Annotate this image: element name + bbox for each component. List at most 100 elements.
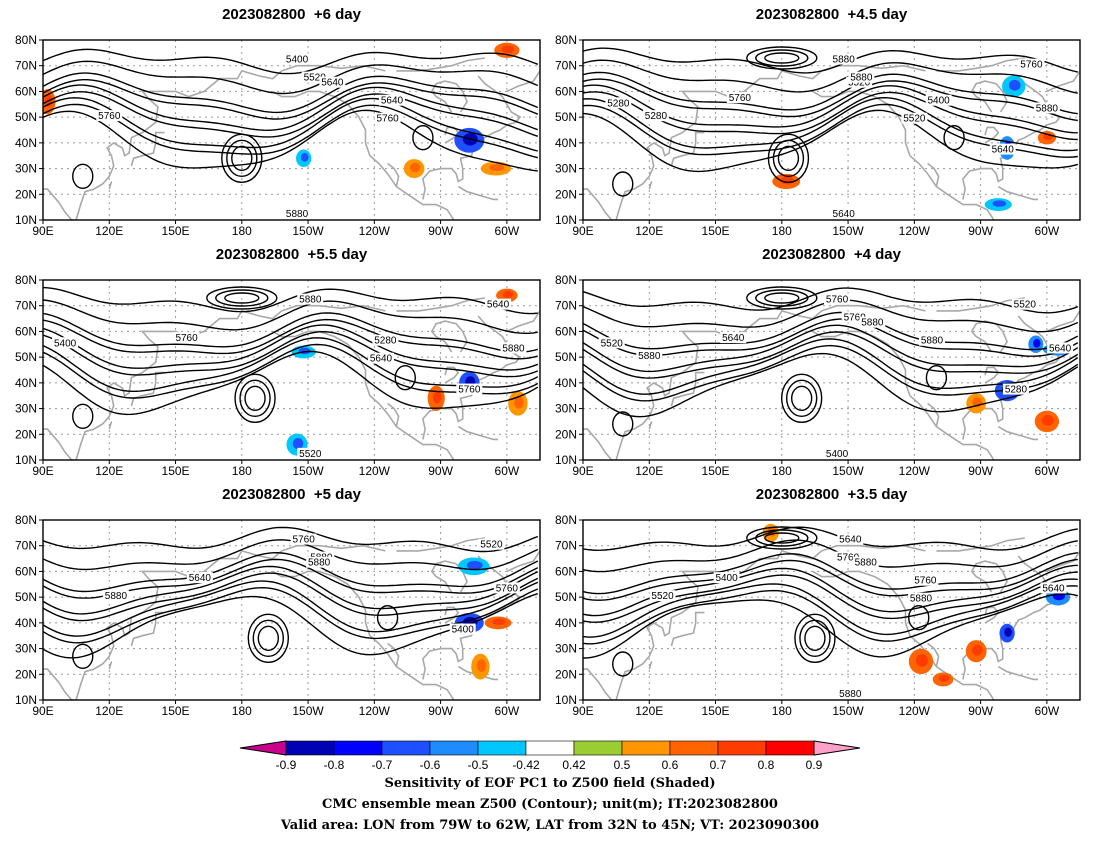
z500-contour: [764, 52, 800, 64]
lon-tick-label: 120W: [899, 464, 931, 478]
coastline: [583, 70, 783, 220]
contour-label-bg: [284, 207, 311, 219]
contour-label: 5640: [321, 78, 344, 89]
colorbar-tick-label: 0.5: [614, 758, 631, 772]
z500-contour: [43, 103, 538, 159]
coastline: [812, 90, 995, 220]
contour-label: 5760: [826, 295, 849, 306]
lat-tick-label: 70N: [15, 299, 37, 313]
contour-label-bg: [290, 533, 317, 545]
z500-contour: [72, 163, 94, 189]
sensitivity-shading: [466, 560, 483, 570]
lat-tick-label: 10N: [555, 213, 577, 227]
contour-label: 5520: [1014, 300, 1037, 311]
z500-contour: [43, 572, 539, 622]
lon-tick-label: 150E: [702, 464, 730, 478]
coastline: [984, 366, 1000, 384]
z500-contour: [583, 96, 1078, 152]
lon-tick-label: 180: [772, 224, 792, 238]
z500-contour: [908, 605, 930, 631]
contour-label: 5640: [1049, 343, 1072, 354]
lat-tick-label: 70N: [15, 539, 37, 553]
lat-tick-label: 80N: [15, 513, 37, 527]
panel-title: 2023082800 +4 day: [762, 246, 901, 263]
lon-tick-label: 120W: [899, 224, 931, 238]
lat-tick-label: 20N: [15, 667, 37, 681]
contour-label: 5400: [715, 573, 738, 584]
contour-label: 5880: [638, 351, 661, 362]
lat-tick-label: 30N: [15, 162, 37, 176]
contour-label: 5640: [189, 573, 212, 584]
map-panel: 2023082800 +4 day 5400 5520 5280 5520 5640 56…: [540, 240, 1100, 480]
coastline: [970, 560, 1009, 593]
contour-label: 5880: [839, 689, 862, 700]
lon-tick-label: 90E: [572, 464, 593, 478]
contour-label: 5280: [374, 336, 397, 347]
contour-label: 5400: [54, 338, 77, 349]
contour-label-bg: [726, 92, 753, 104]
contour-label-bg: [500, 342, 527, 354]
lat-tick-label: 40N: [555, 376, 577, 390]
lat-tick-label: 60N: [555, 324, 577, 338]
contour-label: 5280: [607, 98, 630, 109]
caption-line-3: Valid area: LON from 79W to 62W, LAT fro…: [280, 818, 820, 833]
contour-label: 5880: [1036, 103, 1059, 114]
sensitivity-shading: [432, 390, 442, 404]
z500-contour: [583, 318, 1079, 357]
z500-contour: [799, 619, 831, 657]
contour-label: 5400: [826, 449, 849, 460]
coastline: [1046, 550, 1080, 573]
coastline: [272, 90, 455, 220]
lon-tick-label: 150E: [162, 464, 190, 478]
coastline: [506, 70, 540, 93]
colorbar-tick-label: 0.42: [562, 758, 586, 772]
contour-label-bg: [1033, 102, 1060, 114]
map-panel: 2023082800 +6 day 5400 5520 5640 5760 5640 57…: [0, 0, 545, 240]
contour-label-bg: [636, 350, 663, 362]
contour-label-bg: [824, 447, 851, 459]
z500-contour: [746, 46, 818, 70]
colorbar-tick-label: 0.6: [662, 758, 679, 772]
lon-tick-label: 90W: [968, 464, 993, 478]
z500-contour: [43, 350, 539, 416]
z500-contour: [43, 565, 539, 615]
contour-label-bg: [859, 316, 886, 328]
z500-contour: [376, 605, 399, 631]
coastline: [130, 611, 165, 647]
sensitivity-shading: [1008, 79, 1021, 91]
colorbar-segment: [477, 740, 527, 756]
z500-contour: [943, 125, 965, 151]
coastline: [396, 537, 485, 552]
lon-tick-label: 120W: [359, 224, 391, 238]
contour-label-bg: [713, 572, 740, 584]
z500-contour: [746, 526, 818, 550]
coastline: [1046, 70, 1080, 93]
colorbar-tick-label: 0.9: [806, 758, 823, 772]
lat-tick-label: 40N: [15, 616, 37, 630]
contour-label-bg: [649, 590, 676, 602]
contour-label: 5880: [855, 558, 878, 569]
coastline: [387, 162, 400, 187]
z500-contour: [257, 625, 280, 651]
z500-contour: [583, 311, 1079, 351]
lat-tick-label: 80N: [555, 273, 577, 287]
contour-label-bg: [837, 687, 864, 699]
plot-frame: [42, 519, 541, 701]
coastline: [241, 64, 386, 80]
contour-label: 5640: [839, 535, 862, 546]
contour-label-bg: [52, 337, 79, 349]
z500-contour: [394, 365, 416, 391]
lon-tick-label: 150W: [292, 464, 324, 478]
map-panel: 2023082800 +3.5 day 5400 5640 5640 5760 5880…: [540, 480, 1100, 720]
z500-contour: [583, 352, 1079, 418]
lat-tick-label: 60N: [555, 84, 577, 98]
map-plot: 5400552056405760576058805880588080N70N60…: [15, 513, 541, 718]
lat-tick-label: 30N: [15, 402, 37, 416]
contour-label-bg: [848, 71, 875, 83]
contour-label-bg: [642, 110, 669, 122]
z500-contour: [612, 411, 634, 437]
lon-tick-label: 90E: [572, 704, 593, 718]
z500-contour: [583, 344, 1079, 402]
coastline: [984, 606, 1000, 624]
coastline: [108, 421, 113, 430]
